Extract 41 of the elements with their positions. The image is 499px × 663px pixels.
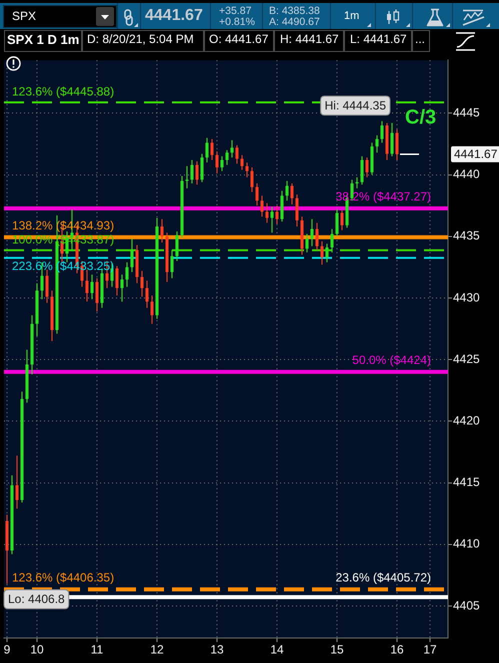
x-tick-label: 13 [210,642,224,657]
text: SPX [12,9,36,24]
y-tick-label: 4410 [453,536,480,551]
text: +0.81% [219,16,255,28]
ref-line-label: 50.0% ($4424) [352,353,431,368]
annotation: C/3 [405,106,436,129]
text: 4441.67 [145,7,203,26]
y-tick-label: 4425 [453,352,480,366]
text: L: 4441.67 [350,32,407,47]
x-tick-label: 11 [90,642,104,657]
ref-line-label: 123.6% ($4406.35) [12,570,114,585]
x-tick-label: 15 [330,642,344,657]
y-tick-label: 4445 [453,105,480,120]
y-tick-label: 4430 [453,290,480,304]
x-tick-label: 9 [4,642,11,657]
text: B: 4385.38 [269,5,320,18]
text: 1m [344,10,360,23]
text: +35.87 [219,5,252,18]
annotation: Lo: 4406.8 [8,592,66,606]
x-tick-label: 17 [423,642,437,657]
y-tick-label: 4435 [453,228,480,243]
x-tick-label: 14 [270,642,284,657]
x-tick-label: 12 [150,642,164,657]
candlestick [186,166,188,188]
annotation: Hi: 4444.35 [324,98,386,112]
y-tick-label: 4440 [453,167,480,182]
x-tick-label: 16 [390,642,404,657]
text: 4441.67 [454,147,498,162]
ref-line-label: 23.6% ($4405.72) [336,570,431,584]
candlestick [355,177,358,188]
text: H: 4441.67 [280,32,339,47]
text: A: 4490.67 [269,16,320,28]
chart-subtitle: D: 8/20/21, 5:04 PM [87,32,194,47]
x-tick-label: 10 [30,642,44,657]
y-tick-label: 4405 [453,598,480,612]
y-tick-label: 4415 [453,475,480,490]
text: ... [415,32,426,47]
text: O: 4441.67 [209,32,268,47]
y-tick-label: 4420 [453,413,480,428]
chart-title: SPX 1 D 1m [7,32,80,48]
ref-line-label: 123.6% ($4445.88) [12,84,114,99]
